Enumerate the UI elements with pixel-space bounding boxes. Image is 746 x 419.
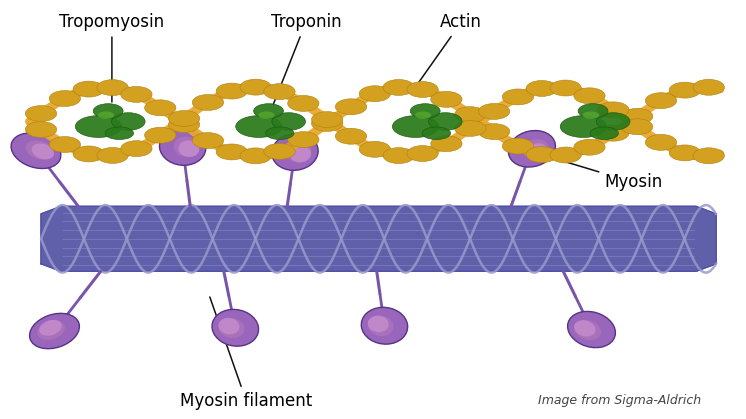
Text: Image from Sigma-Aldrich: Image from Sigma-Aldrich bbox=[538, 393, 700, 407]
Text: Troponin: Troponin bbox=[271, 13, 341, 104]
Ellipse shape bbox=[121, 141, 152, 157]
Ellipse shape bbox=[392, 116, 439, 137]
Ellipse shape bbox=[236, 116, 282, 137]
Ellipse shape bbox=[502, 89, 533, 105]
Ellipse shape bbox=[30, 313, 79, 349]
Ellipse shape bbox=[574, 139, 605, 155]
Polygon shape bbox=[41, 206, 716, 272]
Ellipse shape bbox=[669, 82, 700, 98]
Ellipse shape bbox=[598, 125, 629, 141]
Ellipse shape bbox=[240, 79, 272, 95]
Ellipse shape bbox=[368, 316, 389, 332]
Ellipse shape bbox=[407, 82, 438, 98]
Ellipse shape bbox=[192, 133, 224, 149]
Text: Actin: Actin bbox=[412, 13, 482, 92]
Ellipse shape bbox=[169, 116, 200, 132]
Ellipse shape bbox=[288, 132, 319, 147]
Ellipse shape bbox=[160, 129, 206, 166]
Ellipse shape bbox=[212, 309, 259, 346]
Ellipse shape bbox=[25, 140, 53, 160]
Ellipse shape bbox=[97, 147, 128, 163]
Ellipse shape bbox=[286, 142, 311, 162]
Ellipse shape bbox=[169, 111, 200, 127]
Ellipse shape bbox=[550, 147, 581, 163]
Ellipse shape bbox=[336, 128, 367, 144]
Ellipse shape bbox=[693, 148, 724, 164]
Ellipse shape bbox=[360, 86, 391, 102]
Ellipse shape bbox=[407, 145, 438, 161]
Ellipse shape bbox=[40, 320, 62, 336]
Ellipse shape bbox=[430, 91, 462, 107]
Ellipse shape bbox=[216, 144, 248, 160]
Ellipse shape bbox=[216, 83, 248, 99]
Ellipse shape bbox=[112, 113, 145, 130]
Ellipse shape bbox=[25, 106, 57, 122]
Ellipse shape bbox=[368, 316, 394, 336]
Ellipse shape bbox=[312, 111, 343, 127]
Ellipse shape bbox=[75, 116, 122, 137]
Ellipse shape bbox=[219, 318, 245, 338]
Text: Myosin: Myosin bbox=[534, 152, 662, 191]
Ellipse shape bbox=[11, 133, 61, 168]
Ellipse shape bbox=[598, 102, 629, 118]
Ellipse shape bbox=[192, 94, 224, 110]
Ellipse shape bbox=[121, 86, 152, 102]
Ellipse shape bbox=[522, 139, 548, 159]
Ellipse shape bbox=[93, 104, 123, 118]
Ellipse shape bbox=[288, 96, 319, 111]
Ellipse shape bbox=[219, 318, 239, 334]
Ellipse shape bbox=[574, 320, 601, 340]
Ellipse shape bbox=[312, 116, 343, 132]
Ellipse shape bbox=[272, 113, 306, 130]
Ellipse shape bbox=[73, 81, 104, 97]
Ellipse shape bbox=[508, 131, 556, 167]
Ellipse shape bbox=[560, 116, 606, 137]
Ellipse shape bbox=[258, 111, 275, 119]
Ellipse shape bbox=[105, 127, 134, 140]
Text: Myosin filament: Myosin filament bbox=[180, 297, 313, 410]
Ellipse shape bbox=[645, 134, 677, 150]
Ellipse shape bbox=[73, 146, 104, 162]
Ellipse shape bbox=[145, 100, 176, 116]
Ellipse shape bbox=[410, 104, 440, 118]
Ellipse shape bbox=[669, 145, 700, 161]
Ellipse shape bbox=[645, 93, 677, 109]
Ellipse shape bbox=[478, 124, 510, 140]
Ellipse shape bbox=[574, 88, 605, 104]
Ellipse shape bbox=[240, 148, 272, 164]
Ellipse shape bbox=[272, 134, 318, 171]
Ellipse shape bbox=[550, 80, 581, 96]
Ellipse shape bbox=[361, 307, 407, 344]
Ellipse shape bbox=[383, 147, 414, 163]
Ellipse shape bbox=[454, 107, 486, 123]
Ellipse shape bbox=[526, 147, 557, 163]
Ellipse shape bbox=[693, 79, 724, 95]
Ellipse shape bbox=[578, 104, 608, 118]
Ellipse shape bbox=[266, 127, 294, 140]
Ellipse shape bbox=[597, 113, 630, 130]
Ellipse shape bbox=[178, 140, 199, 157]
Ellipse shape bbox=[49, 91, 81, 106]
Ellipse shape bbox=[98, 111, 114, 119]
Ellipse shape bbox=[454, 120, 486, 136]
Text: Tropomyosin: Tropomyosin bbox=[60, 13, 164, 102]
Ellipse shape bbox=[97, 80, 128, 96]
Ellipse shape bbox=[37, 321, 65, 340]
Ellipse shape bbox=[590, 127, 618, 140]
Ellipse shape bbox=[31, 143, 54, 159]
Ellipse shape bbox=[145, 127, 176, 143]
Ellipse shape bbox=[574, 320, 595, 336]
Ellipse shape bbox=[336, 99, 367, 115]
Ellipse shape bbox=[415, 111, 431, 119]
Ellipse shape bbox=[527, 143, 548, 160]
Ellipse shape bbox=[264, 84, 295, 100]
Ellipse shape bbox=[422, 127, 451, 140]
Ellipse shape bbox=[621, 109, 653, 124]
Ellipse shape bbox=[430, 136, 462, 152]
Ellipse shape bbox=[174, 137, 199, 157]
Ellipse shape bbox=[383, 80, 414, 96]
Ellipse shape bbox=[502, 138, 533, 154]
Ellipse shape bbox=[478, 103, 510, 119]
Ellipse shape bbox=[264, 143, 295, 159]
